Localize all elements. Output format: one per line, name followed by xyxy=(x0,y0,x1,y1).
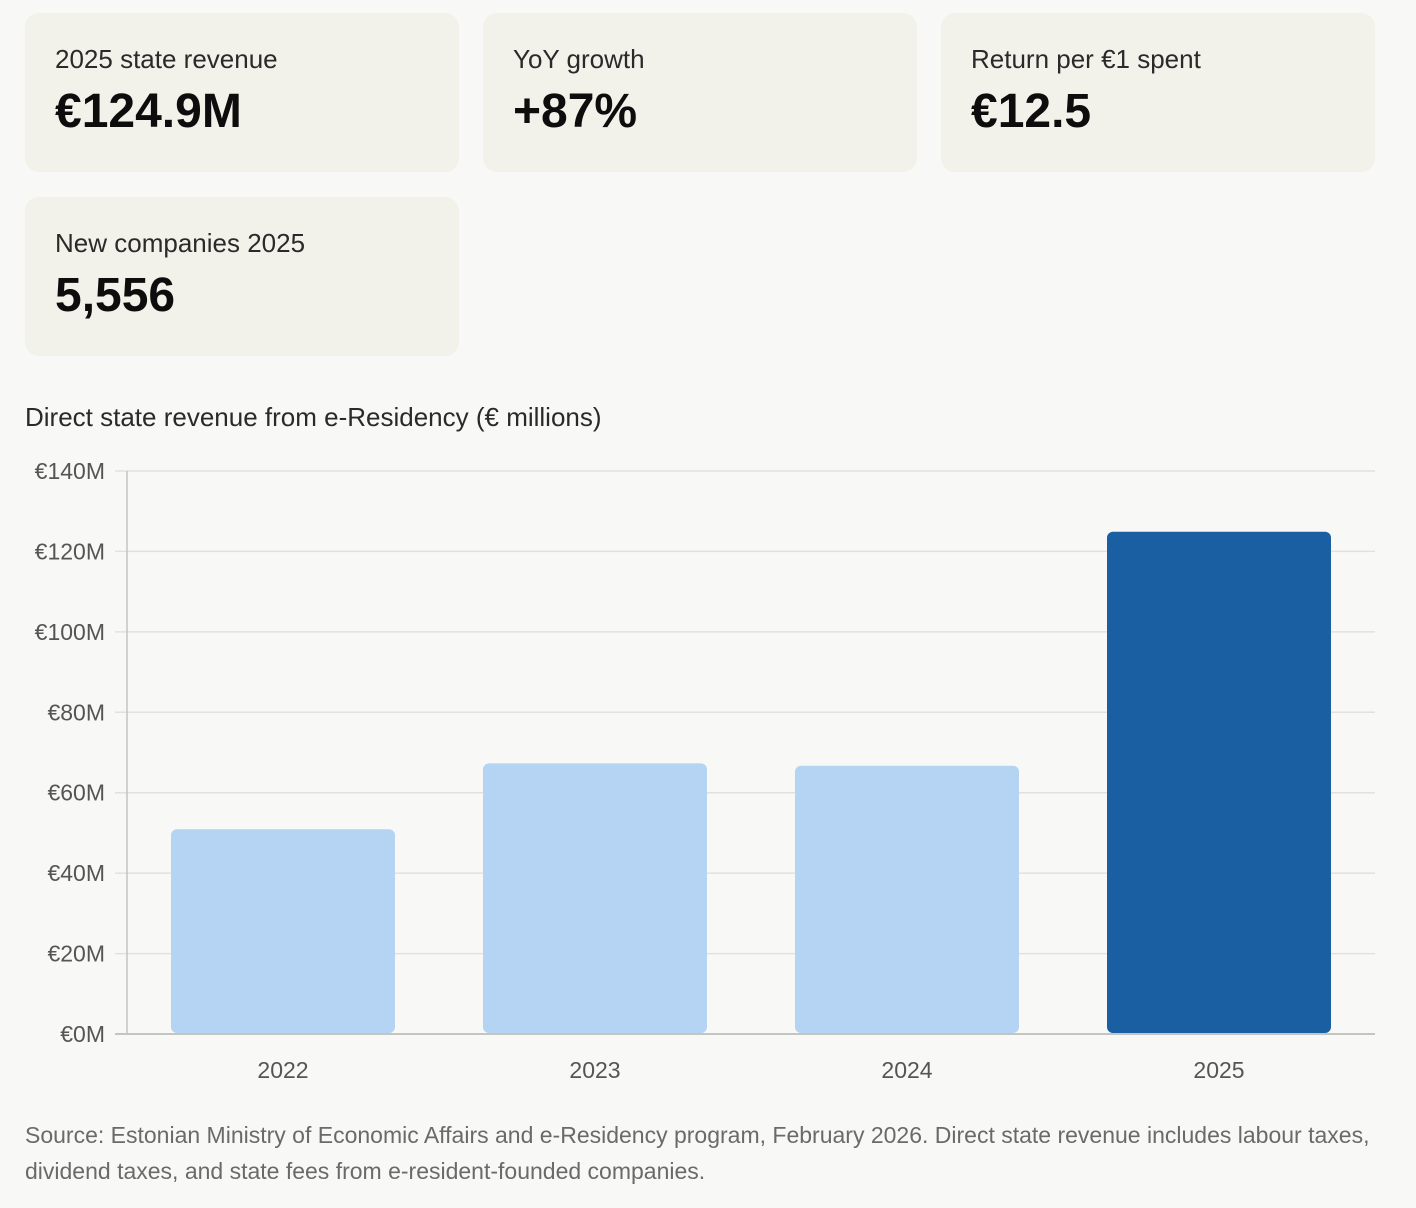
y-tick-label: €100M xyxy=(35,619,105,645)
y-tick-label: €40M xyxy=(47,860,105,886)
x-tick-label: 2024 xyxy=(881,1057,932,1083)
x-tick-label: 2025 xyxy=(1193,1057,1244,1083)
x-tick-label: 2022 xyxy=(257,1057,308,1083)
kpi-card-companies: New companies 2025 5,556 xyxy=(25,197,459,356)
chart-title: Direct state revenue from e-Residency (€… xyxy=(25,402,602,432)
kpi-label: Return per €1 spent xyxy=(971,44,1201,74)
source-footnote: Source: Estonian Ministry of Economic Af… xyxy=(25,1122,1370,1184)
revenue-bar-chart: €0M €20M €40M €60M €80M €100M €120M €140M 2022 20… xyxy=(35,458,1375,1083)
y-tick-label: €80M xyxy=(47,699,105,725)
kpi-value: €12.5 xyxy=(971,85,1092,138)
y-tick-label: €140M xyxy=(35,458,105,484)
kpi-card-return: Return per €1 spent €12.5 xyxy=(941,13,1375,172)
y-tick-label: €60M xyxy=(47,780,105,806)
kpi-cards: 2025 state revenue €124.9M YoY growth +8… xyxy=(25,13,1375,356)
bar-2025 xyxy=(1107,531,1331,1033)
kpi-label: YoY growth xyxy=(513,44,645,74)
x-tick-label: 2023 xyxy=(569,1057,620,1083)
bar-2024 xyxy=(795,765,1019,1033)
y-tick-label: €20M xyxy=(47,941,105,967)
kpi-label: 2025 state revenue xyxy=(55,44,278,74)
kpi-label: New companies 2025 xyxy=(55,228,306,258)
kpi-value: +87% xyxy=(513,85,638,138)
kpi-card-growth: YoY growth +87% xyxy=(483,13,917,172)
kpi-card-revenue: 2025 state revenue €124.9M xyxy=(25,13,459,172)
bar-2023 xyxy=(483,763,707,1033)
y-tick-label: €120M xyxy=(35,538,105,564)
kpi-value: €124.9M xyxy=(55,85,242,138)
bar-2022 xyxy=(171,829,395,1033)
y-tick-label: €0M xyxy=(60,1021,105,1047)
kpi-value: 5,556 xyxy=(55,269,176,322)
